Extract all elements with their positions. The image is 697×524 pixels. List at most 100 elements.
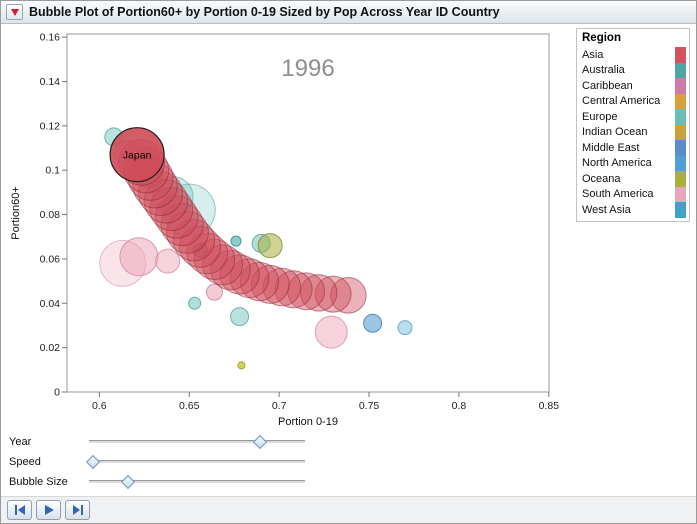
legend-item-oceana[interactable]: Oceana [582,171,686,187]
speed-slider-thumb[interactable] [86,454,101,470]
trail-bubble [178,225,222,268]
bubble-size-slider-label: Bubble Size [9,476,68,488]
legend-item-west-asia[interactable]: West Asia [582,202,686,218]
bubble[interactable] [230,307,250,327]
play-icon [44,505,54,515]
year-watermark: 1996 [281,55,334,82]
legend-item-label: Central America [582,95,661,108]
legend-swatch [675,186,686,202]
bubble-size-slider-track[interactable] [89,480,305,484]
x-tick-label: 0.7 [272,400,287,412]
japan-bubble[interactable] [109,127,165,183]
y-tick-label: 0.04 [40,298,61,310]
y-tick-label: 0 [54,387,60,399]
trail-bubble [172,218,216,262]
bubble[interactable] [205,283,223,301]
bubble[interactable] [363,313,383,333]
legend-item-label: Asia [582,48,604,61]
bubble[interactable] [119,237,159,277]
playback-bar [1,496,696,523]
legend-swatch [675,62,686,78]
step-forward-button[interactable] [65,500,90,520]
x-tick-label: 0.8 [452,400,467,412]
japan-bubble-label: Japan [123,150,152,162]
legend-swatch [675,171,686,187]
bubble-plot: 1996 0.6 0.65 0.7 0.75 0.8 0.85 0 0.02 0.04 0.06 0.… [10,32,560,428]
bubble[interactable] [188,296,202,310]
legend-swatch [675,155,686,171]
year-slider-label: Year [9,436,32,448]
trail-bubble [210,249,251,291]
x-tick-label: 0.65 [179,400,200,412]
year-slider[interactable] [89,434,305,450]
x-axis-label: Portion 0-19 [278,416,338,428]
bubble-size-slider[interactable] [89,474,305,490]
x-tick-label: 0.75 [359,400,380,412]
legend-swatch [675,109,686,125]
x-tick-label: 0.6 [92,400,107,412]
x-tick-label: 0.85 [539,400,560,412]
bubble[interactable] [257,233,283,259]
bubble[interactable] [155,248,181,274]
bubble-size-slider-thumb[interactable] [120,474,135,490]
legend-item-label: Oceana [582,172,621,185]
legend-item-australia[interactable]: Australia [582,62,686,78]
play-button[interactable] [36,500,61,520]
legend-item-label: Europe [582,110,618,123]
trail-bubble [202,244,244,286]
legend-title: Region [582,32,621,44]
bubble[interactable] [397,320,413,336]
year-slider-track[interactable] [89,440,305,444]
bubble[interactable] [162,183,216,237]
legend-items: Asia Australia Caribbean Central America Eur… [582,47,686,218]
trail-bubble [262,267,302,307]
bubble[interactable] [230,235,242,247]
legend-item-label: North America [582,157,652,170]
legend-item-middle-east[interactable]: Middle East [582,140,686,156]
speed-slider[interactable] [86,454,305,470]
legend-item-label: West Asia [582,203,631,216]
legend-swatch [675,47,686,63]
legend-item-label: Australia [582,64,625,77]
bubble[interactable] [314,315,348,349]
legend-item-label: Caribbean [582,79,633,92]
speed-slider-label: Speed [9,456,41,468]
y-tick-label: 0.16 [40,32,61,44]
year-slider-thumb[interactable] [252,434,267,450]
legend-item-indian-ocean[interactable]: Indian Ocean [582,124,686,140]
legend-item-caribbean[interactable]: Caribbean [582,78,686,94]
step-back-button[interactable] [7,500,32,520]
content-area: 1996 0.6 0.65 0.7 0.75 0.8 0.85 0 0.02 0.04 0.06 0.… [1,24,696,523]
legend-swatch [675,140,686,156]
step-back-icon [14,505,25,515]
legend-swatch [675,202,686,218]
legend-item-europe[interactable]: Europe [582,109,686,125]
speed-slider-track[interactable] [89,460,305,464]
year-slider-row: Year [9,434,305,450]
animation-controls: Year Speed Bubble Size [9,434,305,490]
step-forward-icon [72,505,83,515]
y-tick-label: 0.02 [40,342,61,354]
legend-item-central-america[interactable]: Central America [582,93,686,109]
legend-item-label: Middle East [582,141,640,154]
speed-slider-row: Speed [9,454,305,470]
legend-item-north-america[interactable]: North America [582,155,686,171]
legend-item-label: South America [582,188,654,201]
y-tick-label: 0.14 [40,76,61,88]
y-tick-label: 0.12 [40,120,61,132]
y-tick-label: 0.06 [40,253,61,265]
y-tick-label: 0.1 [45,165,60,177]
titlebar: Bubble Plot of Portion60+ by Portion 0-1… [1,1,696,24]
page-title: Bubble Plot of Portion60+ by Portion 0-1… [29,5,500,19]
trail-bubble [330,276,367,314]
legend-swatch [675,93,686,109]
y-axis-label: Portion60+ [10,186,22,240]
bubble[interactable] [237,361,246,370]
y-tick-label: 0.08 [40,209,61,221]
legend-item-asia[interactable]: Asia [582,47,686,63]
plot-frame [66,33,550,393]
legend-item-south-america[interactable]: South America [582,186,686,202]
hotspot-button[interactable] [6,4,23,20]
red-triangle-icon [10,8,19,16]
